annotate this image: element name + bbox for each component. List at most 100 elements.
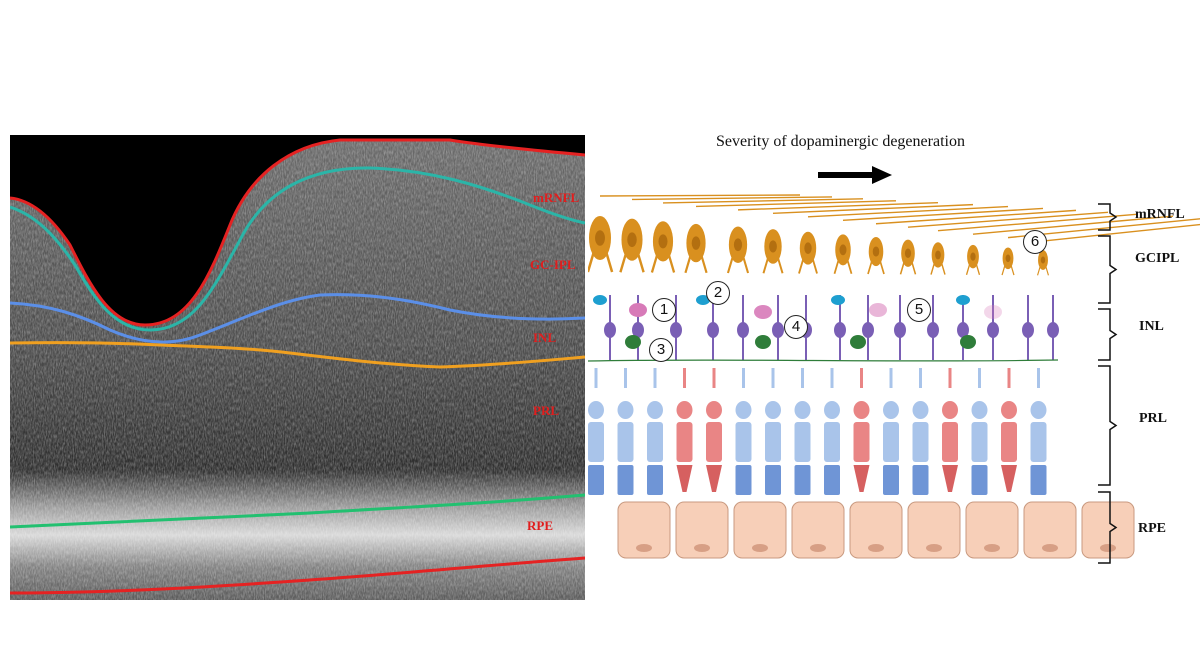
rod-outer-segment <box>824 465 840 495</box>
bipolar-cell <box>737 322 749 338</box>
amacrine-cell <box>850 335 866 349</box>
ganglion-nucleus <box>691 236 701 250</box>
ganglion-dendrite <box>899 262 917 275</box>
opl-boundary-line <box>9 341 586 369</box>
inl-boundary-line <box>9 293 586 344</box>
rod-cell-body <box>588 401 604 419</box>
cone-inner-segment <box>942 422 958 462</box>
ganglion-dendrite <box>1001 265 1015 276</box>
marker-5: 5 <box>907 298 931 322</box>
cone-inner-segment <box>853 422 870 462</box>
ganglion-dendrite <box>867 261 885 275</box>
axon-line <box>631 196 833 201</box>
cone-inner-segment <box>1001 422 1017 462</box>
rpe-nucleus <box>1100 544 1116 552</box>
rpe-cell <box>965 501 1019 559</box>
axon-line <box>599 194 801 197</box>
rpe-nucleus <box>694 544 710 552</box>
ganglion-dendrite <box>684 256 708 274</box>
rpe-cell <box>1023 501 1077 559</box>
rod-outer-segment <box>912 465 929 495</box>
cone-cell-body <box>942 401 958 419</box>
oct-vitreous <box>10 135 585 325</box>
rpe-nucleus <box>984 544 1000 552</box>
oct-scan-image <box>9 135 586 600</box>
bipolar-cell <box>862 322 874 338</box>
ganglion-nucleus <box>935 250 941 260</box>
ganglion-nucleus <box>839 244 847 256</box>
cone-outer-segment <box>706 465 722 492</box>
ganglion-dendrite <box>965 264 981 275</box>
dopaminergic-cell <box>869 303 887 317</box>
rod-inner-segment <box>588 422 604 462</box>
cone-inner-segment <box>676 422 693 462</box>
bipolar-cell <box>894 322 906 338</box>
axon-line <box>907 211 1109 228</box>
axon-line <box>972 215 1174 235</box>
axon-line <box>662 198 864 204</box>
cone-cell-body <box>676 401 693 419</box>
cone-outer-segment <box>853 465 870 492</box>
cone-outer-segment <box>676 465 693 492</box>
amacrine-cell <box>625 335 641 349</box>
marker-4: 4 <box>784 315 808 339</box>
axon-line <box>737 201 939 211</box>
dopaminergic-cell <box>984 305 1002 319</box>
oct-label-inl: INL <box>533 330 557 345</box>
horizontal-cell <box>831 295 845 305</box>
rpe-cell <box>791 501 845 559</box>
bipolar-cell <box>670 322 682 338</box>
bipolar-cell <box>772 322 784 338</box>
layer-bracket <box>1098 235 1118 304</box>
axon-line <box>842 207 1044 221</box>
rod-outer-segment <box>883 465 899 495</box>
rpe-cell <box>1081 501 1135 559</box>
outer-plexiform-line <box>587 359 1059 362</box>
layer-bracket <box>1098 491 1118 564</box>
severity-arrow-icon <box>818 166 892 184</box>
layer-bracket <box>1098 365 1118 486</box>
bipolar-cell <box>707 322 719 338</box>
rpe-nucleus <box>868 544 884 552</box>
axon-line <box>772 203 974 215</box>
rod-outer-segment <box>617 465 634 495</box>
layer-label-mrnfl: mRNFL <box>1135 207 1185 222</box>
cone-cell-body <box>706 401 722 419</box>
rod-inner-segment <box>735 422 752 462</box>
rod-outer-segment <box>971 465 988 495</box>
rod-inner-segment <box>765 422 781 462</box>
bipolar-cell <box>957 322 969 338</box>
ganglion-nucleus <box>658 234 668 249</box>
layer-bracket <box>1098 308 1118 361</box>
horizontal-cell <box>956 295 970 305</box>
cone-cell-body <box>1001 401 1017 419</box>
layer-label-inl: INL <box>1139 319 1164 334</box>
axon-line <box>695 200 897 208</box>
ganglion-dendrite <box>650 255 676 273</box>
marker-2: 2 <box>706 281 730 305</box>
bipolar-cell <box>632 322 644 338</box>
rpe-nucleus <box>636 544 652 552</box>
rod-outer-segment <box>765 465 781 495</box>
ganglion-nucleus <box>804 242 812 254</box>
marker-6: 6 <box>1023 230 1047 254</box>
layer-label-prl: PRL <box>1139 411 1167 426</box>
ganglion-nucleus <box>595 230 605 246</box>
ganglion-nucleus <box>1005 254 1011 263</box>
bipolar-cell <box>834 322 846 338</box>
layer-brackets <box>1098 203 1118 564</box>
rod-outer-segment <box>647 465 663 495</box>
rod-cell-body <box>765 401 781 419</box>
severity-caption: Severity of dopaminergic degeneration <box>716 133 965 150</box>
cone-outer-segment <box>1001 465 1017 492</box>
rpe-cell <box>733 501 787 559</box>
layer-label-gcipl: GCIPL <box>1135 251 1180 266</box>
rod-inner-segment <box>971 422 988 462</box>
ganglion-nucleus <box>627 232 637 248</box>
inner-nuclear-layer <box>587 295 1059 362</box>
bipolar-cell <box>987 322 999 338</box>
ganglion-cell-layer <box>586 216 1049 276</box>
ganglion-nucleus <box>904 248 912 258</box>
ganglion-dendrite <box>798 259 818 274</box>
rod-cell-body <box>794 401 811 419</box>
